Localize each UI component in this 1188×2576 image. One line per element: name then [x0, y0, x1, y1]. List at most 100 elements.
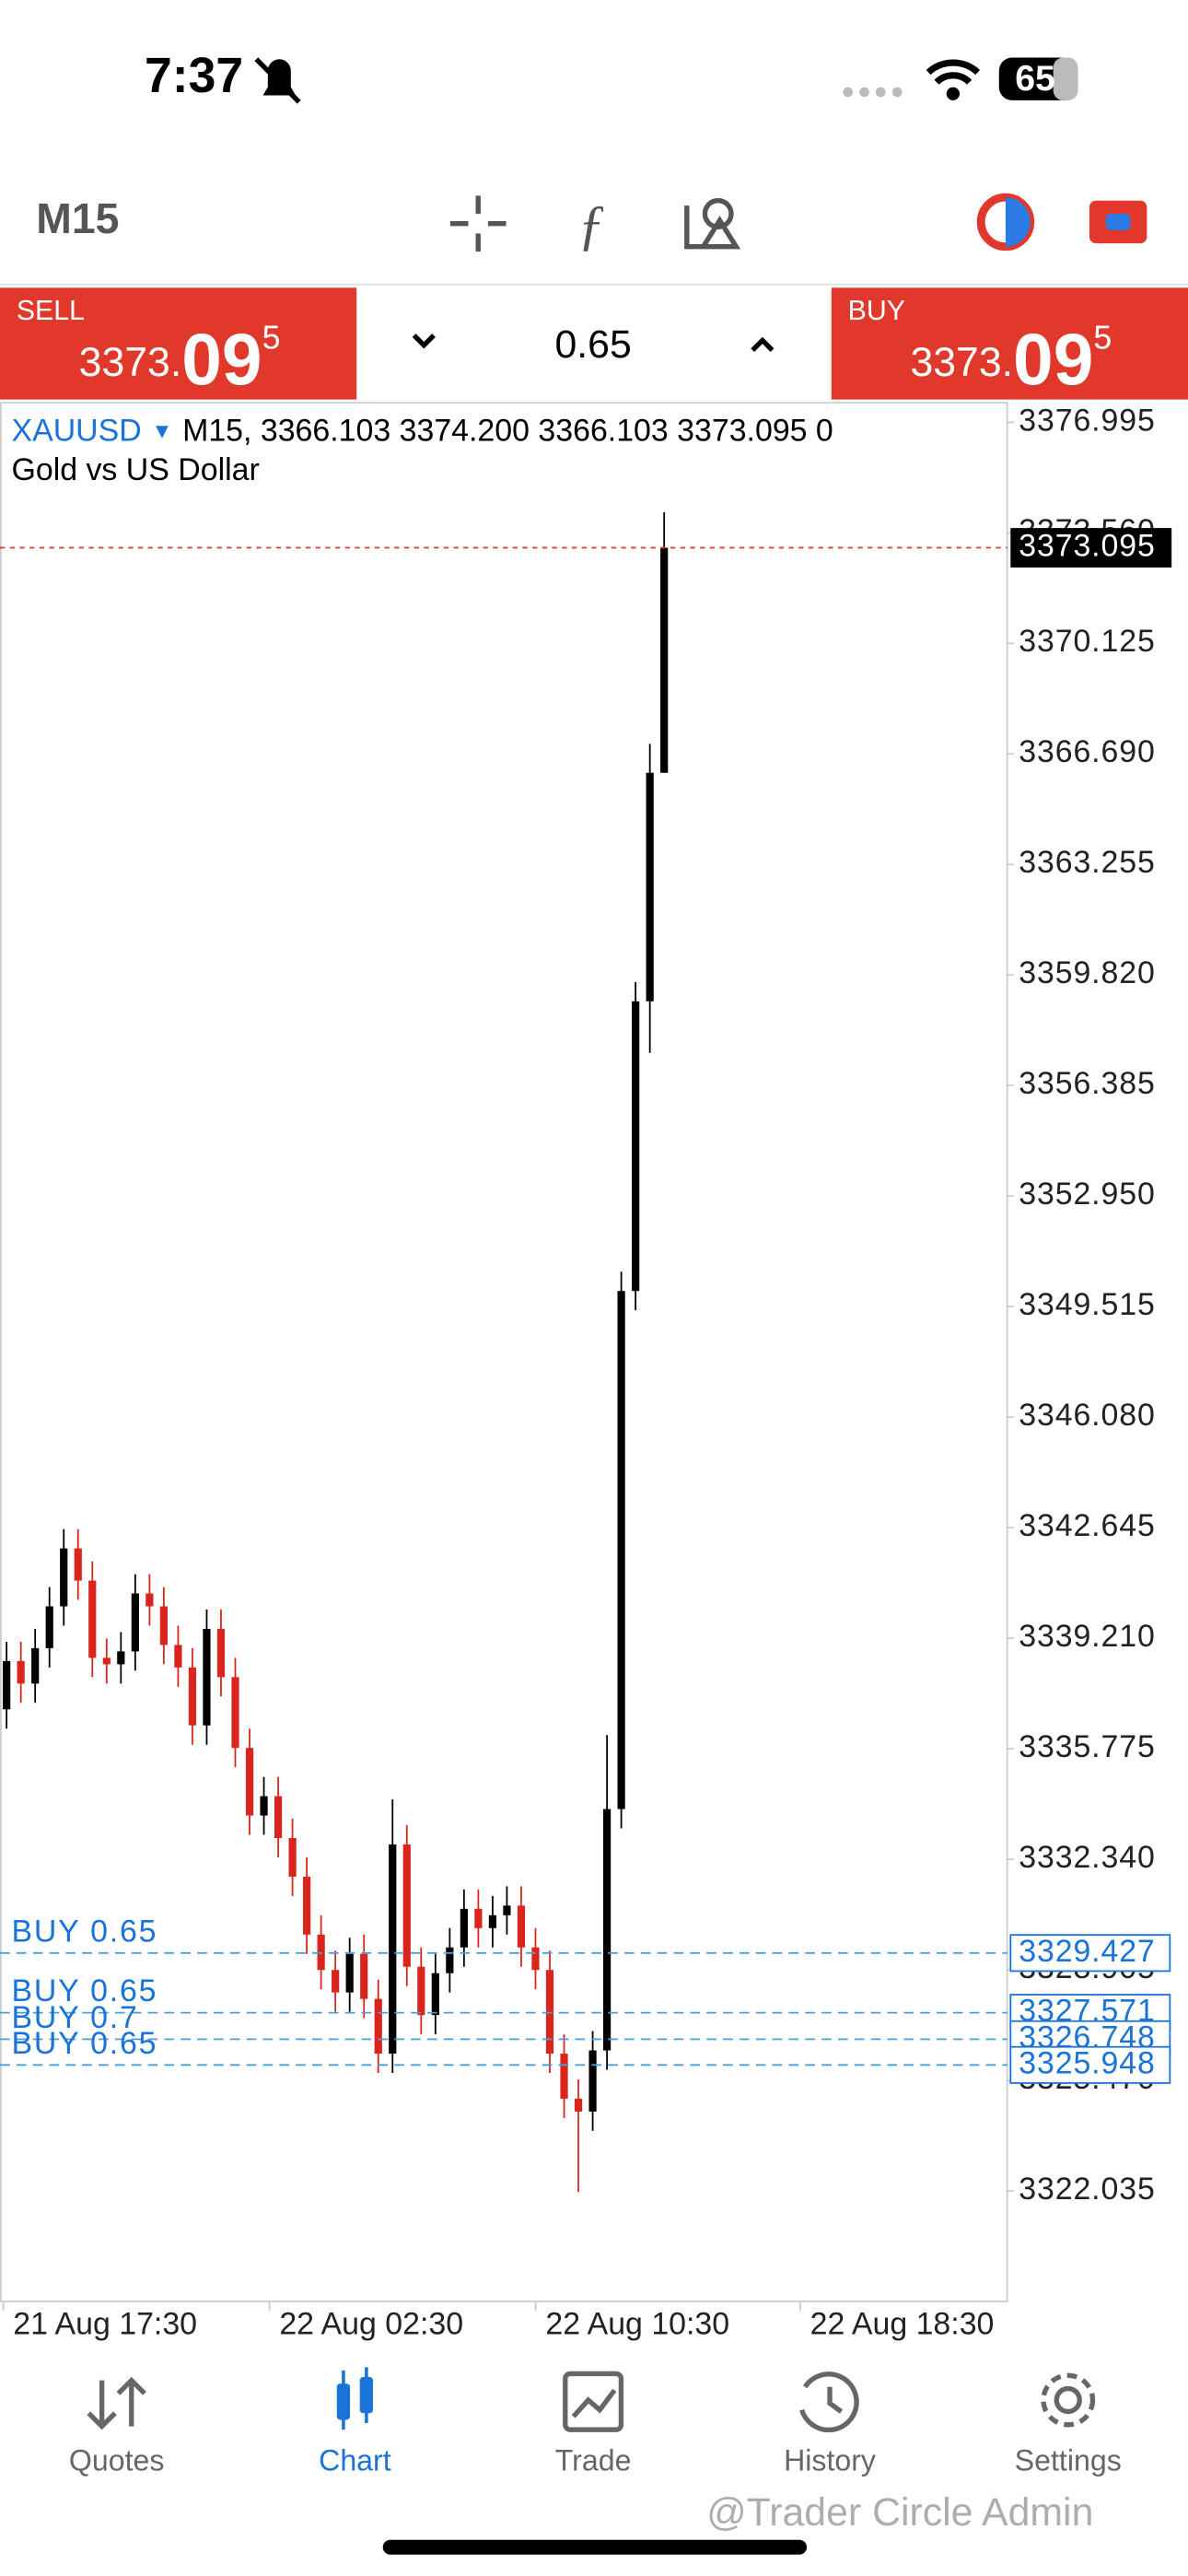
y-tick-label: 3366.690: [1019, 734, 1155, 769]
candle-body: [188, 1667, 197, 1726]
quotes-icon[interactable]: [87, 2376, 146, 2430]
objects-icon[interactable]: [684, 198, 741, 250]
trade-nav-icon[interactable]: [563, 2371, 624, 2432]
x-tick-label: 22 Aug 10:30: [545, 2307, 729, 2342]
candle-body: [332, 1970, 340, 1993]
trade-icon[interactable]: [1089, 200, 1147, 244]
sell-label: SELL: [17, 296, 85, 326]
chart-icon[interactable]: [336, 2367, 374, 2430]
candle-body: [503, 1905, 511, 1915]
nav-label[interactable]: Quotes: [69, 2443, 165, 2476]
chart-header: XAUUSD ▼ M15, 3366.103 3374.200 3366.103 3…: [11, 413, 833, 448]
nav-label[interactable]: Trade: [555, 2443, 632, 2476]
y-tick-label: 3346.080: [1019, 1398, 1155, 1433]
candle-body: [117, 1651, 125, 1665]
volume[interactable]: 0.65: [554, 322, 631, 367]
candle-body: [632, 1001, 640, 1292]
candle-body: [303, 1876, 311, 1935]
candle-body: [474, 1908, 483, 1928]
account-icon[interactable]: [976, 193, 1035, 252]
battery-empty: [1053, 57, 1078, 100]
chart-frame: [0, 402, 1008, 2302]
candle-body: [60, 1548, 68, 1607]
candle-body: [574, 2098, 583, 2112]
nav-label[interactable]: Settings: [1015, 2443, 1122, 2476]
candle-body: [560, 2054, 568, 2099]
buy-button[interactable]: [831, 287, 1188, 400]
y-tick-label: 3322.035: [1019, 2172, 1155, 2207]
nav-label[interactable]: History: [784, 2443, 876, 2476]
ohlc-info: M15, 3366.103 3374.200 3366.103 3373.095…: [182, 413, 833, 448]
crosshair-icon[interactable]: [449, 195, 507, 252]
candle-body: [146, 1593, 154, 1607]
candle-body: [488, 1914, 497, 1928]
y-tick-label: 3342.645: [1019, 1508, 1155, 1543]
y-tick-label: 3363.255: [1019, 845, 1155, 880]
order-label: BUY 0.65: [11, 2026, 157, 2061]
candle-body: [517, 1905, 526, 1948]
timeframe[interactable]: M15: [36, 194, 119, 242]
candle-body: [231, 1677, 239, 1749]
x-tick-label: 22 Aug 02:30: [279, 2307, 463, 2342]
sell-price-point: 5: [262, 320, 281, 357]
candle-body: [17, 1660, 25, 1684]
buy-price-main: 3373.: [910, 340, 1013, 385]
sell-button[interactable]: [0, 287, 357, 400]
candle-body: [460, 1908, 468, 1948]
volume-up[interactable]: [751, 336, 775, 352]
candle-body: [31, 1647, 40, 1684]
y-tick-label: 3356.385: [1019, 1066, 1155, 1101]
candle-body: [602, 1809, 611, 2051]
buy-label: BUY: [848, 296, 905, 326]
sell-price-pips: 09: [181, 319, 262, 400]
nav-bar: [87, 2367, 1096, 2433]
y-tick-label: 3370.125: [1019, 624, 1155, 659]
candle-body: [660, 547, 669, 773]
nav-label[interactable]: Chart: [319, 2443, 391, 2476]
wifi-dot: [946, 87, 960, 100]
x-tick-label: 21 Aug 17:30: [13, 2307, 197, 2342]
history-icon[interactable]: [799, 2371, 859, 2433]
candle-body: [617, 1291, 625, 1809]
symbol[interactable]: XAUUSD: [11, 413, 141, 448]
candle-body: [288, 1838, 297, 1877]
buy-price-pips: 09: [1013, 319, 1093, 400]
candle-body: [260, 1796, 268, 1816]
candle-body: [3, 1660, 11, 1710]
candle-body: [531, 1947, 540, 1971]
current-price: 3373.095: [1019, 528, 1155, 563]
candle-body: [102, 1657, 111, 1665]
candle-body: [174, 1645, 182, 1668]
candle-body: [545, 1970, 554, 2055]
settings-icon[interactable]: [1041, 2372, 1096, 2428]
candle-body: [389, 1844, 397, 2055]
indicators-icon[interactable]: ƒ: [577, 194, 605, 256]
candle-body: [216, 1628, 226, 1678]
home-indicator: [382, 2539, 808, 2555]
order-price: 3329.427: [1019, 1934, 1155, 1969]
current-price-box: [1010, 528, 1172, 568]
y-tick-label: 3376.995: [1019, 403, 1155, 438]
sell-price-main: 3373.: [79, 340, 182, 385]
candle-body: [245, 1748, 254, 1816]
candle-body: [159, 1606, 168, 1645]
candle-body: [417, 1966, 425, 2016]
candle-body: [274, 1796, 283, 1839]
battery-level: 65: [1015, 58, 1055, 99]
y-tick-label: 3332.340: [1019, 1840, 1155, 1875]
candle-body: [74, 1548, 82, 1581]
y-tick-label: 3349.515: [1019, 1287, 1155, 1322]
order-label: BUY 0.7: [11, 2000, 138, 2035]
buy-price: 3373.095: [910, 319, 1112, 400]
y-tick-label: 3335.775: [1019, 1729, 1155, 1764]
y-tick-label: 3359.820: [1019, 955, 1155, 990]
order-price-box: [1009, 1934, 1171, 1973]
candle-body: [203, 1628, 211, 1726]
signal-icon: [843, 87, 903, 98]
candle-body: [45, 1606, 53, 1648]
order-price: 3325.948: [1019, 2045, 1155, 2080]
status-time: 7:37: [145, 49, 243, 103]
volume-down[interactable]: [412, 334, 436, 349]
